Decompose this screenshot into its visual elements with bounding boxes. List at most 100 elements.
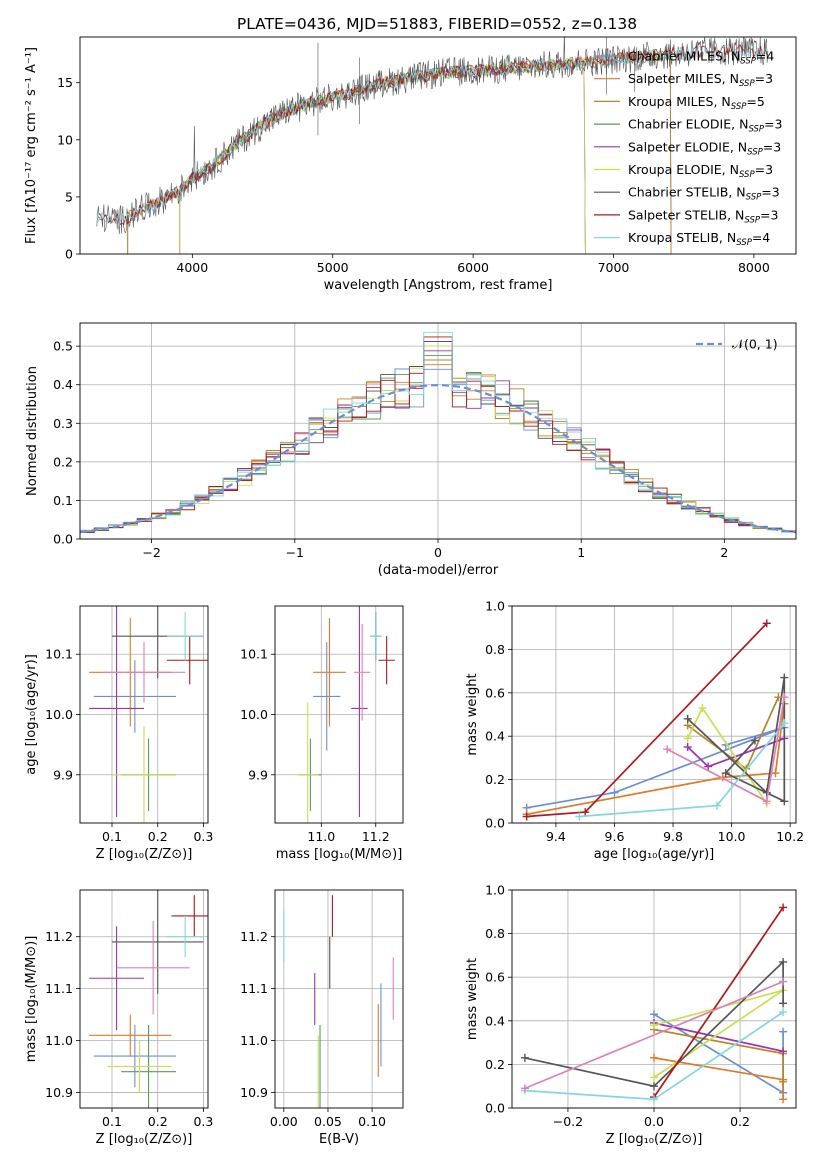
x-tick-label: 11.2 <box>362 829 390 844</box>
weight-marker-chabrier_stelib <box>779 999 788 1008</box>
panel-age_vs_z: 0.1 0.2 0.3 9.9 10.0 10.1 Z [log₁₀(Z/Z⊙)] age [… <box>24 605 213 862</box>
y-tick-label: 9.9 <box>248 767 268 782</box>
y-tick-label: 0.8 <box>485 926 505 941</box>
y-axis-label: age [log₁₀(age/yr)] <box>24 654 39 775</box>
y-axis-label: Flux [fλ10⁻¹⁷ erg cm⁻² s⁻¹ A⁻¹] <box>24 47 39 244</box>
legend-label: Chabrier ELODIE, NSSP=3 <box>628 117 783 135</box>
y-axis-label: Normed distribution <box>25 366 40 496</box>
y-tick-label: 11.0 <box>45 1033 73 1048</box>
y-tick-label: 10.9 <box>240 1085 268 1100</box>
y-tick-label: 0.0 <box>485 816 505 831</box>
y-tick-label: 1.0 <box>485 599 505 614</box>
y-tick-label: 0.0 <box>485 1101 505 1116</box>
weight-marker-extra_pink <box>663 745 672 754</box>
weight-marker-extra_pink <box>762 797 771 806</box>
weight-marker-salpeter_stelib <box>581 808 590 817</box>
weight-marker-salpeter_miles <box>650 1053 658 1062</box>
x-tick-label: 0.00 <box>270 1114 298 1129</box>
x-axis-label: age [log₁₀(age/yr)] <box>594 847 715 862</box>
weight-marker-kroupa_stelib <box>650 1095 658 1104</box>
x-axis-label: wavelength [Angstrom, rest frame] <box>324 278 553 293</box>
plot-area <box>96 37 769 254</box>
x-tick-label: 9.8 <box>663 829 683 844</box>
x-tick-label: 0.1 <box>102 1114 122 1129</box>
x-tick-label: 0.2 <box>148 829 168 844</box>
weight-marker-chabrier_stelib <box>780 673 789 682</box>
weight-marker-chabrier_stelib <box>779 957 788 966</box>
axes-frame <box>79 36 797 255</box>
weight-marker-salpeter_elodie <box>704 762 713 771</box>
x-tick-label: −0.2 <box>553 1114 583 1129</box>
legend-label: Salpeter STELIB, NSSP=3 <box>628 207 778 225</box>
weight-marker-salpeter_stelib <box>779 903 788 912</box>
weight-marker-extra_pink <box>780 693 789 702</box>
plot-area <box>283 895 394 1108</box>
panel-residuals: −2 −1 0 1 2 0.0 0.1 0.2 0.3 0.4 0.5 (data-model)/er… <box>25 322 797 578</box>
weight-marker-kroupa_elodie <box>650 1021 658 1030</box>
panel-age_vs_mass: 11.0 11.2 9.9 10.0 10.1 mass [log₁₀(M/M⊙)] <box>240 605 404 862</box>
y-tick-label: 9.9 <box>53 767 73 782</box>
x-tick-label: 0.0 <box>644 1114 664 1129</box>
y-tick-label: 10.0 <box>45 707 73 722</box>
x-axis-label: Z [log₁₀(Z/Z⊙)] <box>96 847 193 862</box>
x-axis-label: mass [log₁₀(M/M⊙)] <box>276 847 403 862</box>
x-tick-label: 10.2 <box>776 829 804 844</box>
weight-marker-extra_pink <box>779 977 788 986</box>
weight-marker-kroupa_elodie <box>698 703 707 712</box>
legend-label: Kroupa STELIB, NSSP=4 <box>628 230 770 248</box>
weight-marker-salpeter_miles <box>771 769 780 778</box>
weight-marker-chabrier_stelib <box>762 788 771 797</box>
x-tick-label: 0.05 <box>314 1114 342 1129</box>
y-tick-label: 11.0 <box>240 1033 268 1048</box>
legend-label: Salpeter MILES, NSSP=3 <box>628 71 773 89</box>
x-tick-label: 0.10 <box>358 1114 386 1129</box>
weight-marker-chabrier_miles <box>779 1027 788 1036</box>
panel-weight_vs_age: 9.4 9.6 9.8 10.0 10.2 0.0 0.2 0.4 0.6 0.8 1.0 age [… <box>465 599 804 863</box>
x-tick-label: 0 <box>434 545 442 560</box>
y-tick-label: 10.1 <box>240 647 268 662</box>
y-tick-label: 0.4 <box>53 377 73 392</box>
x-tick-label: 0.1 <box>102 829 122 844</box>
plot-area <box>80 331 796 535</box>
y-tick-label: 5 <box>65 189 73 204</box>
weight-line-salpeter_stelib <box>653 906 784 1098</box>
y-tick-label: 0.5 <box>53 339 73 354</box>
weight-marker-kroupa_stelib <box>575 812 584 821</box>
legend-label: Kroupa ELODIE, NSSP=3 <box>628 162 773 180</box>
legend: Chabrier MILES, NSSP=4 Salpeter MILES, NS… <box>594 49 783 248</box>
y-tick-label: 11.2 <box>45 929 73 944</box>
y-tick-label: 0.0 <box>53 532 73 547</box>
weight-line-salpeter_miles <box>526 703 786 816</box>
y-tick-label: 0.2 <box>485 1057 505 1072</box>
y-tick-label: 0.2 <box>53 454 73 469</box>
y-tick-label: 0.4 <box>485 729 505 744</box>
axes-frame <box>274 605 404 824</box>
x-axis-label: Z [log₁₀(Z/Z⊙)] <box>96 1132 193 1147</box>
weight-line-salpeter_elodie <box>653 1022 784 1053</box>
plot-area <box>522 619 789 821</box>
x-tick-label: 0.2 <box>730 1114 750 1129</box>
plot-area <box>520 903 788 1104</box>
x-tick-label: −2 <box>142 545 160 560</box>
x-tick-label: 6000 <box>457 260 489 275</box>
weight-marker-salpeter_miles <box>779 1095 788 1104</box>
y-tick-label: 10.1 <box>45 647 73 662</box>
x-tick-label: 4000 <box>176 260 208 275</box>
x-tick-label: 8000 <box>738 260 770 275</box>
x-tick-label: 0.3 <box>193 829 213 844</box>
axes-frame <box>79 605 209 824</box>
weight-marker-chabrier_miles <box>610 788 619 797</box>
y-tick-label: 10 <box>57 132 73 147</box>
histogram-kroupa_stelib <box>80 331 796 534</box>
weight-marker-kroupa_stelib <box>779 1008 788 1017</box>
spectrum-line-kroupa_elodie <box>179 57 586 254</box>
x-tick-label: 10.0 <box>718 829 746 844</box>
weight-marker-chabrier_stelib <box>683 714 692 723</box>
weight-marker-kroupa_elodie <box>650 1073 658 1082</box>
y-tick-label: 0.8 <box>485 642 505 657</box>
x-tick-label: 7000 <box>598 260 630 275</box>
weight-marker-kroupa_elodie <box>683 734 692 743</box>
axes-frame <box>511 605 797 824</box>
panel-spectrum: 4000 5000 6000 7000 8000 0 5 10 15 wavelength [An… <box>24 36 797 293</box>
